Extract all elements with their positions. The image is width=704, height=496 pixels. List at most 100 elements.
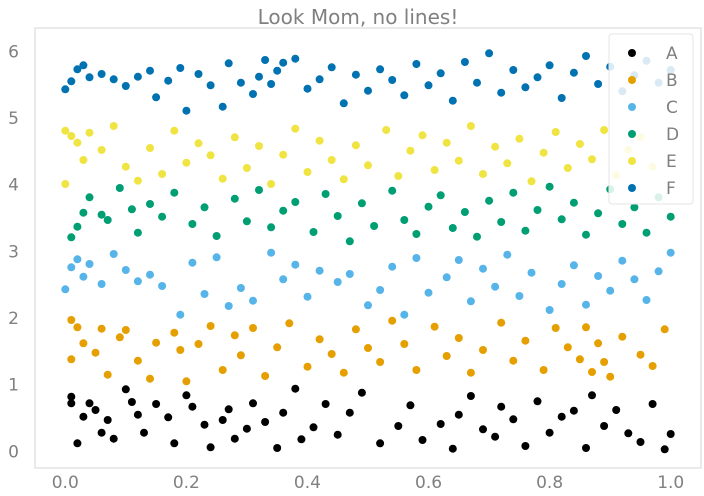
data-point — [339, 175, 348, 184]
data-point — [218, 366, 227, 374]
data-point — [606, 372, 615, 381]
data-point — [230, 133, 239, 142]
data-point — [133, 277, 142, 286]
data-point — [575, 140, 584, 148]
data-point — [146, 200, 154, 208]
data-point — [249, 296, 257, 305]
series-C — [61, 248, 675, 319]
legend-marker — [628, 130, 636, 138]
data-point — [466, 297, 475, 306]
series-F — [61, 49, 675, 115]
data-point — [97, 280, 106, 288]
data-point — [73, 323, 82, 332]
series-B — [67, 316, 669, 386]
data-point — [261, 418, 270, 426]
data-point — [255, 186, 263, 194]
data-point — [418, 436, 427, 444]
data-point — [648, 400, 657, 408]
data-point — [357, 199, 366, 208]
data-point — [376, 65, 385, 74]
data-point — [194, 139, 203, 148]
data-point — [158, 212, 167, 221]
data-point — [521, 226, 530, 235]
data-point — [85, 399, 94, 408]
data-point — [436, 420, 445, 428]
data-point — [61, 285, 70, 294]
data-point — [127, 205, 136, 214]
data-point — [412, 60, 421, 68]
y-tick-label: 6 — [8, 42, 19, 62]
data-point — [339, 99, 348, 108]
legend-marker — [628, 103, 636, 111]
data-point — [279, 206, 288, 215]
data-point — [545, 428, 554, 437]
legend-label: D — [666, 125, 679, 145]
data-point — [109, 434, 118, 443]
data-point — [103, 216, 112, 224]
data-point — [188, 220, 197, 228]
data-point — [448, 444, 457, 453]
data-point — [206, 322, 215, 330]
data-point — [642, 228, 651, 237]
data-point — [624, 429, 633, 438]
data-point — [442, 138, 451, 147]
data-point — [103, 416, 112, 424]
data-point — [460, 208, 469, 216]
data-point — [176, 310, 185, 319]
data-point — [594, 209, 603, 218]
data-point — [67, 355, 76, 364]
data-point — [303, 292, 312, 301]
data-point — [333, 430, 342, 439]
data-point — [146, 270, 154, 279]
data-point — [200, 290, 209, 298]
data-point — [261, 56, 270, 64]
data-point — [594, 272, 603, 280]
data-point — [442, 352, 451, 360]
data-point — [218, 102, 227, 111]
data-point — [479, 264, 487, 273]
data-point — [79, 208, 88, 217]
data-point — [121, 162, 130, 171]
data-point — [236, 78, 245, 87]
data-point — [218, 416, 227, 424]
data-point — [454, 410, 463, 419]
data-point — [327, 63, 336, 72]
data-point — [224, 59, 233, 68]
data-point — [97, 210, 106, 219]
data-point — [303, 168, 312, 176]
data-point — [133, 72, 142, 81]
data-point — [242, 424, 251, 433]
data-point — [339, 368, 348, 377]
data-point — [267, 248, 276, 257]
data-point — [67, 392, 76, 401]
data-point — [382, 126, 391, 134]
data-point — [563, 343, 572, 352]
data-point — [97, 146, 106, 154]
data-point — [473, 232, 481, 241]
series-E — [61, 122, 657, 188]
data-point — [79, 272, 88, 281]
data-point — [152, 400, 161, 408]
data-point — [394, 422, 403, 430]
data-point — [249, 399, 257, 408]
data-point — [279, 275, 288, 284]
data-point — [582, 300, 590, 309]
data-point — [509, 188, 518, 197]
data-point — [509, 356, 518, 365]
data-point — [97, 324, 106, 333]
legend-marker — [628, 76, 636, 84]
data-point — [170, 188, 179, 197]
y-tick-label: 0 — [8, 442, 19, 462]
data-point — [188, 258, 197, 267]
data-point — [400, 91, 409, 100]
data-point — [103, 370, 112, 379]
data-point — [648, 362, 657, 370]
data-point — [551, 128, 560, 136]
data-point — [297, 435, 306, 444]
data-point — [400, 216, 409, 224]
data-point — [436, 191, 445, 200]
data-point — [569, 68, 578, 77]
data-point — [121, 385, 130, 394]
data-point — [91, 348, 100, 357]
data-point — [666, 248, 675, 257]
